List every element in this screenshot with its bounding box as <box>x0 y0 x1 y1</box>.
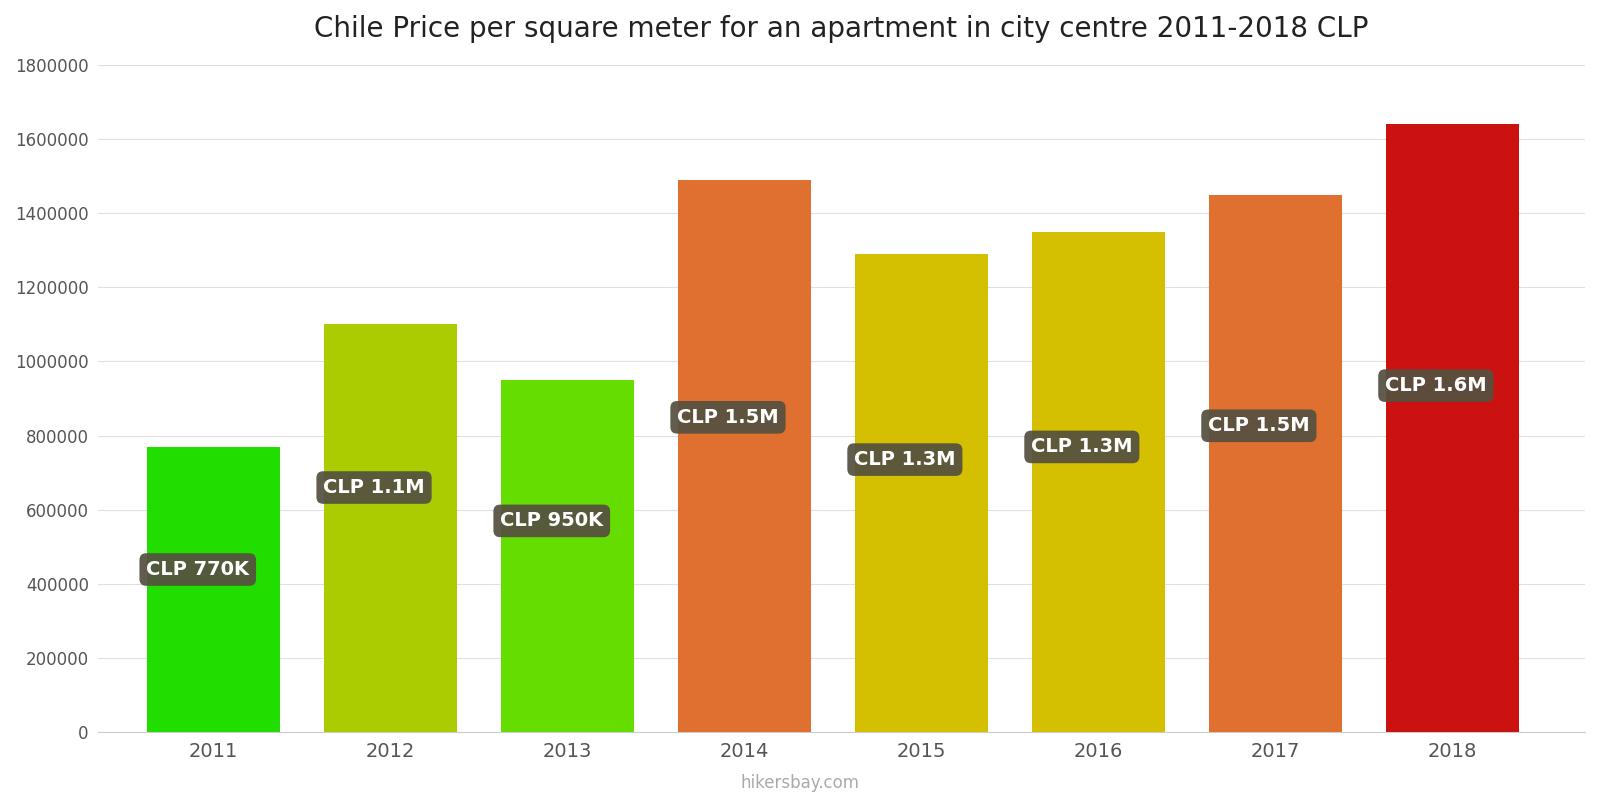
Bar <box>854 254 987 732</box>
Text: CLP 770K: CLP 770K <box>146 560 250 579</box>
Text: CLP 1.5M: CLP 1.5M <box>1208 416 1310 435</box>
Title: Chile Price per square meter for an apartment in city centre 2011-2018 CLP: Chile Price per square meter for an apar… <box>315 15 1370 43</box>
Text: CLP 1.6M: CLP 1.6M <box>1386 376 1486 395</box>
Text: CLP 1.3M: CLP 1.3M <box>1030 438 1133 457</box>
Text: CLP 1.3M: CLP 1.3M <box>854 450 955 469</box>
Bar <box>501 380 634 732</box>
Text: CLP 950K: CLP 950K <box>501 511 603 530</box>
Bar <box>1210 194 1342 732</box>
Bar <box>1386 124 1518 732</box>
Bar <box>1032 232 1165 732</box>
Bar <box>325 324 458 732</box>
Text: CLP 1.1M: CLP 1.1M <box>323 478 426 497</box>
Bar <box>678 180 811 732</box>
Text: CLP 1.5M: CLP 1.5M <box>677 408 779 427</box>
Bar <box>147 446 280 732</box>
Text: hikersbay.com: hikersbay.com <box>741 774 859 792</box>
